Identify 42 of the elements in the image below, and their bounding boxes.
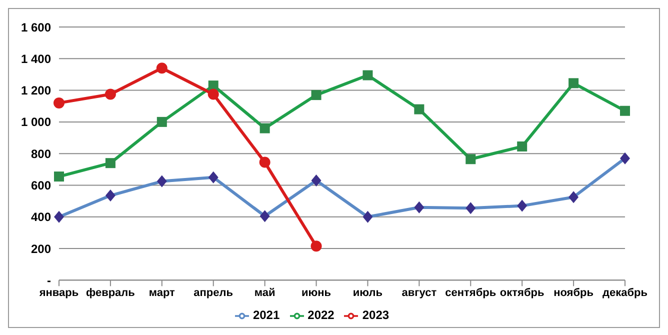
point <box>260 123 270 134</box>
legend-label: 2021 <box>252 308 280 322</box>
point <box>568 78 579 88</box>
x-tick-label: февраль <box>86 286 136 299</box>
point <box>156 62 168 74</box>
y-tick-label: 1 200 <box>20 84 52 98</box>
x-tick-label: ноябрь <box>554 286 594 299</box>
y-tick-label: - <box>47 273 51 288</box>
point <box>105 158 116 168</box>
x-tick-label: март <box>148 286 176 299</box>
x-tick-label: июнь <box>301 286 332 299</box>
y-tick-label: 400 <box>30 210 52 224</box>
point <box>620 106 630 116</box>
x-tick-label: август <box>402 286 438 299</box>
x-tick-label: октябрь <box>500 286 544 299</box>
x-tick-label: декабрь <box>602 286 648 299</box>
x-tick-label: июль <box>352 286 383 299</box>
x-tick-label: май <box>254 286 276 299</box>
point <box>362 70 373 80</box>
y-tick-label: 1 000 <box>20 115 52 130</box>
x-tick-label: сентябрь <box>445 286 496 299</box>
point <box>414 104 424 114</box>
point <box>310 240 322 252</box>
legend-label: 2022 <box>308 308 334 322</box>
point <box>54 172 64 182</box>
point <box>54 97 64 108</box>
point <box>311 90 322 100</box>
legend-label: 2023 <box>362 308 390 322</box>
x-tick-label: апрель <box>194 286 234 299</box>
y-tick-label: 800 <box>30 146 52 161</box>
y-tick-label: 1 600 <box>20 20 52 34</box>
point <box>517 141 528 152</box>
point <box>208 88 219 100</box>
point <box>208 80 218 91</box>
y-tick-label: 600 <box>30 178 52 192</box>
y-tick-label: 1 400 <box>20 52 52 66</box>
x-tick-label: январь <box>39 286 79 299</box>
y-tick-label: 200 <box>30 242 52 256</box>
point <box>259 156 270 168</box>
point <box>156 116 167 127</box>
point <box>104 88 116 100</box>
point <box>466 154 476 164</box>
